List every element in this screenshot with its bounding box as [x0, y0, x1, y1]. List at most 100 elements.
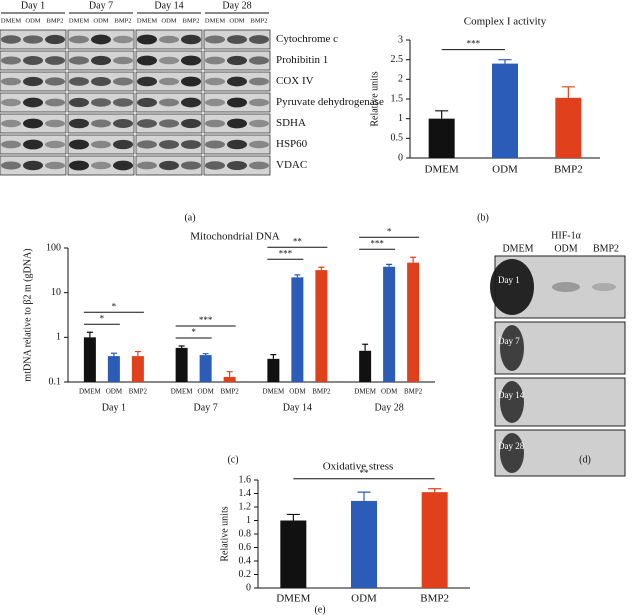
error-bar: [386, 263, 393, 267]
y-axis-label: Relative units: [219, 506, 230, 561]
blot-band: [45, 98, 65, 107]
blot-band: [249, 35, 269, 44]
day-label: Day 7: [89, 0, 113, 11]
error-bar: [561, 86, 575, 98]
x-tick-label: BMP2: [554, 164, 583, 176]
blot-band: [227, 97, 247, 108]
blot-band: [113, 98, 133, 107]
y-tick-label: 2: [398, 74, 403, 85]
blot-band: [137, 119, 157, 128]
blot-band: [45, 77, 65, 86]
blot-band: [181, 76, 201, 87]
significance-label: *: [191, 327, 196, 337]
bar: [223, 376, 236, 382]
error-bar: [318, 266, 325, 271]
lane-label: DMEM: [137, 17, 157, 24]
blot-signal: [500, 381, 524, 423]
blot-band: [91, 161, 111, 170]
column-label: ODM: [554, 243, 577, 254]
lane-label: BMP2: [47, 17, 64, 24]
error-bar: [428, 488, 442, 493]
significance-label: ***: [370, 238, 384, 248]
panel-label: (d): [579, 454, 591, 465]
series-label: BMP2: [312, 388, 331, 396]
panel-label: (b): [477, 212, 489, 223]
significance-label: *: [112, 301, 117, 311]
protein-label: Cytochrome c: [276, 33, 338, 45]
x-tick-label: BMP2: [420, 593, 449, 605]
lane-label: ODM: [229, 17, 244, 24]
blot-band: [23, 76, 43, 87]
blot-band: [113, 119, 133, 128]
series-label: ODM: [381, 388, 398, 396]
error-bar: [202, 353, 209, 356]
panel-label: (e): [314, 604, 325, 615]
error-bar: [362, 343, 369, 351]
y-tick-label: 1: [398, 113, 403, 124]
blot-band: [137, 55, 157, 66]
bar: [199, 355, 212, 382]
row-label: Day 1: [498, 275, 520, 285]
blot-band: [91, 55, 111, 66]
lane-label: BMP2: [183, 17, 200, 24]
bar: [555, 97, 582, 158]
blot-band: [23, 97, 43, 108]
bar: [291, 277, 304, 382]
blot-band: [205, 35, 225, 44]
blot-band: [1, 56, 21, 65]
blot-band: [91, 98, 111, 107]
blot-band: [205, 56, 225, 65]
column-label: HIF-1α: [551, 230, 581, 241]
y-tick-label: 0.6: [239, 542, 252, 553]
blot-band: [69, 97, 89, 108]
blot-signal: [592, 283, 616, 291]
blot-band: [69, 77, 89, 86]
significance-label: **: [293, 236, 303, 246]
blot-signal: [490, 259, 534, 315]
bar: [359, 350, 372, 382]
blot-band: [227, 76, 247, 87]
blot-band: [181, 34, 201, 45]
day-label: Day 28: [222, 0, 251, 11]
lane-label: DMEM: [1, 17, 21, 24]
bar: [383, 266, 396, 382]
y-tick-label: 0: [398, 152, 403, 163]
significance-label: ***: [279, 248, 293, 258]
bar: [175, 347, 188, 382]
blot-band: [249, 77, 269, 86]
x-tick-label: Day 1: [102, 402, 126, 413]
y-tick-label: 0.8: [239, 528, 252, 539]
y-tick-label: 1: [246, 515, 251, 526]
blot-band: [227, 35, 247, 44]
blot-band: [137, 140, 157, 149]
y-tick-label: 3: [398, 34, 403, 45]
row-label: Day 14: [498, 390, 525, 400]
blot-signal: [552, 282, 580, 292]
blot-signal: [500, 433, 524, 473]
bar: [280, 520, 307, 588]
blot-band: [45, 161, 65, 170]
blot-band: [181, 118, 201, 129]
x-tick-label: Day 14: [283, 402, 312, 413]
bar: [83, 337, 96, 382]
blot-band: [181, 161, 201, 170]
protein-label: COX IV: [276, 75, 314, 87]
series-label: ODM: [289, 388, 306, 396]
y-tick-label: 100: [46, 242, 61, 253]
blot-signal: [500, 325, 524, 371]
blot-band: [69, 35, 89, 44]
chart-title: Mitochondrial DNA: [190, 231, 280, 243]
y-tick-label: 2.5: [391, 54, 404, 65]
bar: [107, 356, 120, 382]
blot-band: [23, 139, 43, 150]
error-bar: [178, 345, 185, 348]
protein-label: VDAC: [276, 159, 307, 171]
y-tick-label: 1.5: [391, 93, 404, 104]
blot-band: [137, 161, 157, 170]
error-bar: [410, 256, 417, 263]
error-bar: [286, 513, 300, 521]
blot-band: [23, 35, 43, 44]
bar: [492, 63, 518, 158]
bar: [267, 358, 280, 382]
